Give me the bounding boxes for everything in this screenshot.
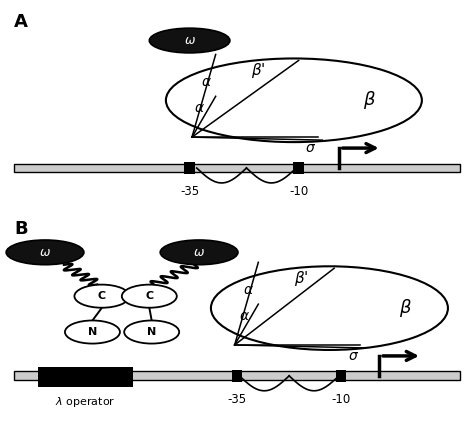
Ellipse shape [211,266,448,350]
Text: $\omega$: $\omega$ [193,246,205,259]
Circle shape [124,320,179,343]
Ellipse shape [149,28,230,53]
Text: $\alpha$: $\alpha$ [243,283,255,297]
Text: C: C [145,291,154,301]
Text: -10: -10 [332,393,351,406]
FancyBboxPatch shape [14,164,460,172]
Bar [293,162,304,174]
Text: $\omega$: $\omega$ [39,246,51,259]
Ellipse shape [166,58,422,142]
Text: -10: -10 [289,185,308,198]
Text: $\alpha$: $\alpha$ [193,101,205,115]
Text: $\lambda$ operator: $\lambda$ operator [55,395,116,409]
Text: N: N [88,327,97,337]
Circle shape [65,320,120,343]
Text: $\beta$': $\beta$' [294,269,308,288]
Text: -35: -35 [228,393,246,406]
FancyBboxPatch shape [14,372,460,380]
Text: $\sigma$: $\sigma$ [305,141,316,155]
Text: $\beta$: $\beta$ [399,297,412,319]
Bar [184,162,195,174]
Text: B: B [14,220,28,239]
Circle shape [74,284,129,308]
Text: $\beta$': $\beta$' [251,61,265,80]
Bar [336,370,346,382]
Ellipse shape [6,240,84,265]
Text: N: N [147,327,156,337]
Text: $\alpha$: $\alpha$ [238,309,250,323]
Text: $\omega$: $\omega$ [183,34,196,47]
Text: -35: -35 [180,185,199,198]
Bar [38,367,133,387]
Circle shape [122,284,177,308]
Text: $\alpha$: $\alpha$ [201,75,212,89]
Text: A: A [14,13,28,31]
Bar [232,370,242,382]
Ellipse shape [160,240,238,265]
Text: $\beta$: $\beta$ [363,89,376,111]
Text: C: C [98,291,106,301]
Text: $\sigma$: $\sigma$ [347,349,359,363]
